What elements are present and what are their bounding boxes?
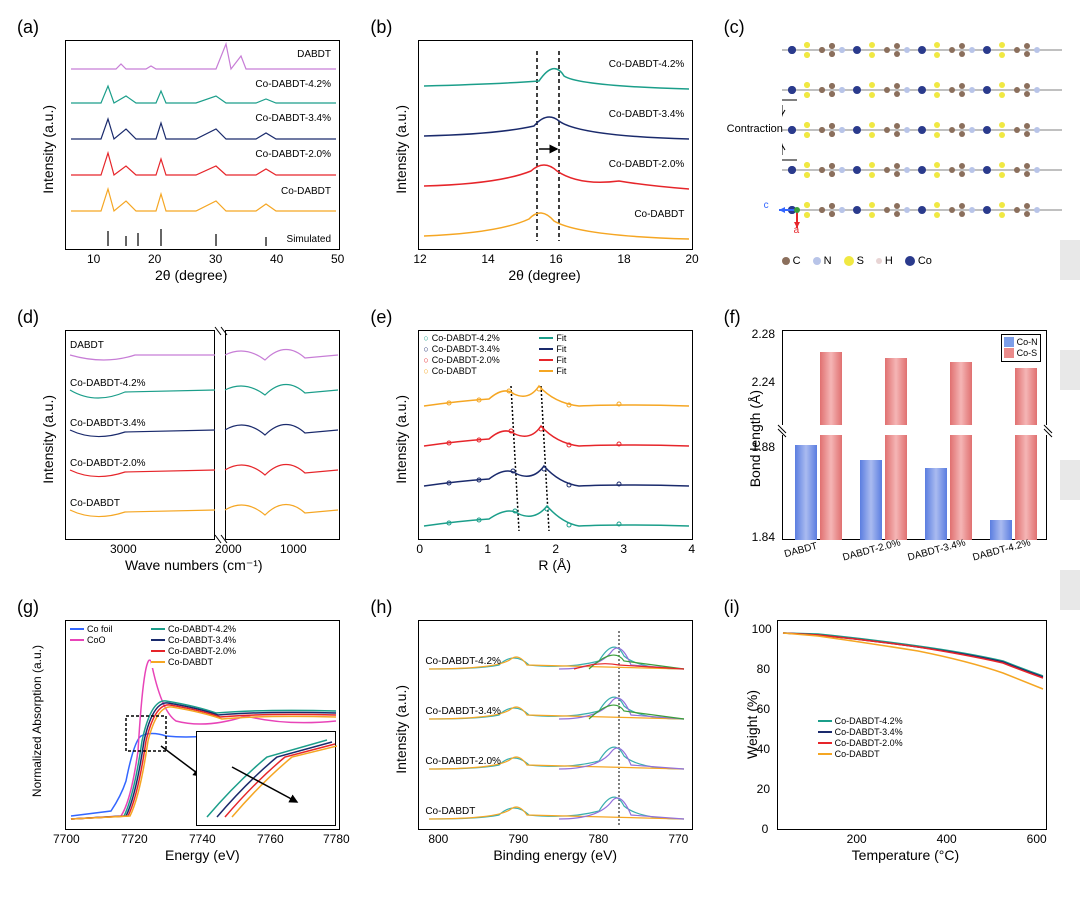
- coord-axes-icon: [777, 190, 817, 230]
- panel-c-structure: [782, 35, 1062, 235]
- panel-c: (c): [722, 15, 1065, 295]
- panel-b-plot: Co-DABDT-4.2% Co-DABDT-3.4% Co-DABDT-2.0…: [418, 40, 693, 250]
- panel-a-xlabel: 2θ (degree): [155, 267, 227, 283]
- panel-a-s1: Co-DABDT-4.2%: [255, 79, 331, 90]
- panel-f: (f): [722, 305, 1065, 585]
- panel-a-s3: Co-DABDT-2.0%: [255, 149, 331, 160]
- panel-d-plot: DABDT Co-DABDT-4.2% Co-DABDT-3.4% Co-DAB…: [65, 330, 340, 540]
- panel-b: (b) Co-DABDT-4.2% Co-DABDT-3.4% Co-DABDT…: [368, 15, 711, 295]
- panel-a-label: (a): [17, 17, 39, 38]
- panel-a-s2: Co-DABDT-3.4%: [255, 113, 331, 124]
- panel-b-label: (b): [370, 17, 392, 38]
- panel-g: (g): [15, 595, 358, 875]
- panel-i: (i) Co-DABDT-4.2% Co-DABDT-3.4% Co-DABDT…: [722, 595, 1065, 875]
- panel-a-ylabel: Intensity (a.u.): [40, 105, 56, 194]
- panel-d: (d) DABDT Co-DABDT: [15, 305, 358, 585]
- panel-a: (a): [15, 15, 358, 295]
- atom-legend: C N S H Co: [782, 255, 932, 267]
- panel-e-plot: ○Co-DABDT-4.2% ○Co-DABDT-3.4% ○Co-DABDT-…: [418, 330, 693, 540]
- panel-a-svg: [66, 41, 341, 251]
- panel-e-legend: ○Co-DABDT-4.2% ○Co-DABDT-3.4% ○Co-DABDT-…: [423, 333, 499, 377]
- panel-e: (e): [368, 305, 711, 585]
- panel-a-s4: Co-DABDT: [281, 186, 331, 197]
- panel-a-plot: DABDT Co-DABDT-4.2% Co-DABDT-3.4% Co-DAB…: [65, 40, 340, 250]
- panel-a-s5: Simulated: [287, 234, 331, 245]
- panel-h: (h): [368, 595, 711, 875]
- panel-a-s0: DABDT: [297, 49, 331, 60]
